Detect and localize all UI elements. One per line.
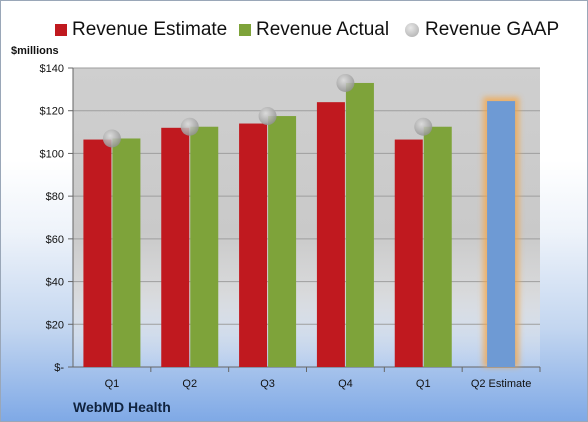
bar-revenue-estimate [394,139,423,367]
y-tick-label: $- [54,362,64,374]
legend-swatch-revenue-actual [239,24,251,36]
y-tick-label: $60 [46,234,64,246]
marker-revenue-gaap [414,117,433,136]
bar-revenue-estimate-highlight [487,101,516,367]
bar-revenue-estimate [161,127,190,367]
y-tick-label: $40 [46,277,64,289]
x-tick-label: Q1 [105,378,120,390]
y-axis-unit-label: $millions [11,45,59,57]
legend-swatch-revenue-estimate [55,24,67,36]
marker-revenue-gaap [258,107,277,126]
bar-revenue-actual [345,82,374,367]
legend-marker-revenue-gaap [405,23,419,37]
y-tick-label: $80 [46,191,64,203]
y-tick-label: $120 [40,106,64,118]
marker-revenue-gaap [180,117,199,136]
bar-revenue-estimate [83,139,112,367]
bar-revenue-actual [423,126,452,367]
bar-revenue-actual [112,138,141,367]
legend-item-revenue-actual: Revenue Actual [239,19,389,41]
legend-label-revenue-actual: Revenue Actual [256,19,390,40]
bar-revenue-estimate [316,102,345,368]
x-tick-label: Q2 [182,378,197,390]
y-tick-label: $140 [40,63,64,75]
y-tick-label: $100 [40,148,64,160]
bar-revenue-estimate [239,123,268,368]
legend-label-revenue-gaap: Revenue GAAP [425,19,560,40]
x-tick-label: Q1 [416,378,431,390]
bar-revenue-actual [268,116,297,367]
company-name-label: WebMD Health [73,399,171,415]
legend-item-revenue-gaap: Revenue GAAP [405,19,559,41]
marker-revenue-gaap [102,129,121,148]
bar-revenue-actual [190,126,219,367]
legend-label-revenue-estimate: Revenue Estimate [72,19,228,40]
y-tick-label: $20 [46,319,64,331]
chart-legend: Revenue Estimate Revenue Actual Revenue … [1,15,587,45]
plot-area-background [73,68,540,367]
x-tick-label: Q4 [338,378,353,390]
marker-revenue-gaap [336,73,355,92]
x-tick-label: Q2 Estimate [471,378,532,390]
legend-item-revenue-estimate: Revenue Estimate [55,19,227,41]
x-tick-label: Q3 [260,378,275,390]
